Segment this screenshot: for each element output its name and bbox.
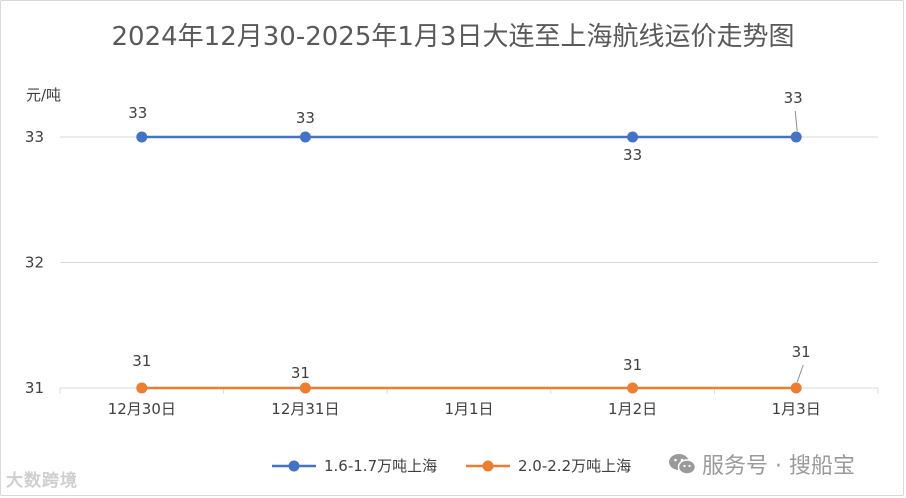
- y-axis-unit-label: 元/吨: [26, 86, 61, 104]
- data-label: 31: [623, 356, 642, 374]
- data-label-leader: [794, 110, 798, 132]
- legend-item-2: 2.0-2.2万吨上海: [466, 457, 631, 475]
- y-axis-ticks: 31 32 33: [25, 128, 44, 397]
- data-point: [627, 131, 639, 143]
- data-label: 31: [291, 364, 310, 382]
- x-tick-label: 1月2日: [608, 400, 657, 418]
- data-label: 33: [623, 146, 642, 164]
- data-point: [299, 131, 311, 143]
- x-tick-label: 1月1日: [444, 400, 493, 418]
- data-point: [790, 382, 802, 394]
- data-label-leader: [796, 364, 804, 383]
- series-1: 33 33 33 33: [128, 89, 802, 164]
- data-point: [136, 131, 148, 143]
- data-label: 33: [128, 104, 147, 122]
- watermark-right: 服务号 · 搜船宝: [668, 448, 855, 480]
- watermark-left: 大数跨境: [6, 471, 78, 491]
- watermark-right-text: 服务号 · 搜船宝: [702, 454, 855, 479]
- data-point: [299, 382, 311, 394]
- series-group: 33 33 33 33 31 31 31 31: [128, 89, 811, 394]
- data-label: 31: [132, 352, 151, 370]
- x-axis: 12月30日 12月31日 1月1日 1月2日 1月3日: [59, 388, 879, 418]
- y-tick-label: 33: [25, 128, 44, 146]
- chart-title: 2024年12月30-2025年1月3日大连至上海航线运价走势图: [112, 22, 795, 52]
- data-label: 31: [792, 343, 811, 361]
- legend-label: 2.0-2.2万吨上海: [518, 457, 631, 475]
- data-point: [790, 131, 802, 143]
- data-point: [136, 382, 148, 394]
- data-label: 33: [784, 89, 803, 107]
- legend: 1.6-1.7万吨上海 2.0-2.2万吨上海: [272, 457, 631, 475]
- legend-swatch-marker: [288, 460, 300, 472]
- gridlines: [60, 136, 878, 389]
- data-point: [627, 382, 639, 394]
- wechat-icon: [669, 454, 696, 475]
- series-2: 31 31 31 31: [132, 343, 811, 394]
- x-tick-label: 12月30日: [108, 400, 176, 418]
- data-label: 33: [296, 109, 315, 127]
- x-tick-label: 12月31日: [271, 400, 339, 418]
- legend-label: 1.6-1.7万吨上海: [324, 457, 437, 475]
- y-tick-label: 32: [25, 254, 44, 272]
- legend-item-1: 1.6-1.7万吨上海: [272, 457, 437, 475]
- y-tick-label: 31: [25, 379, 44, 397]
- legend-swatch-marker: [482, 460, 494, 472]
- x-tick-label: 1月3日: [772, 400, 821, 418]
